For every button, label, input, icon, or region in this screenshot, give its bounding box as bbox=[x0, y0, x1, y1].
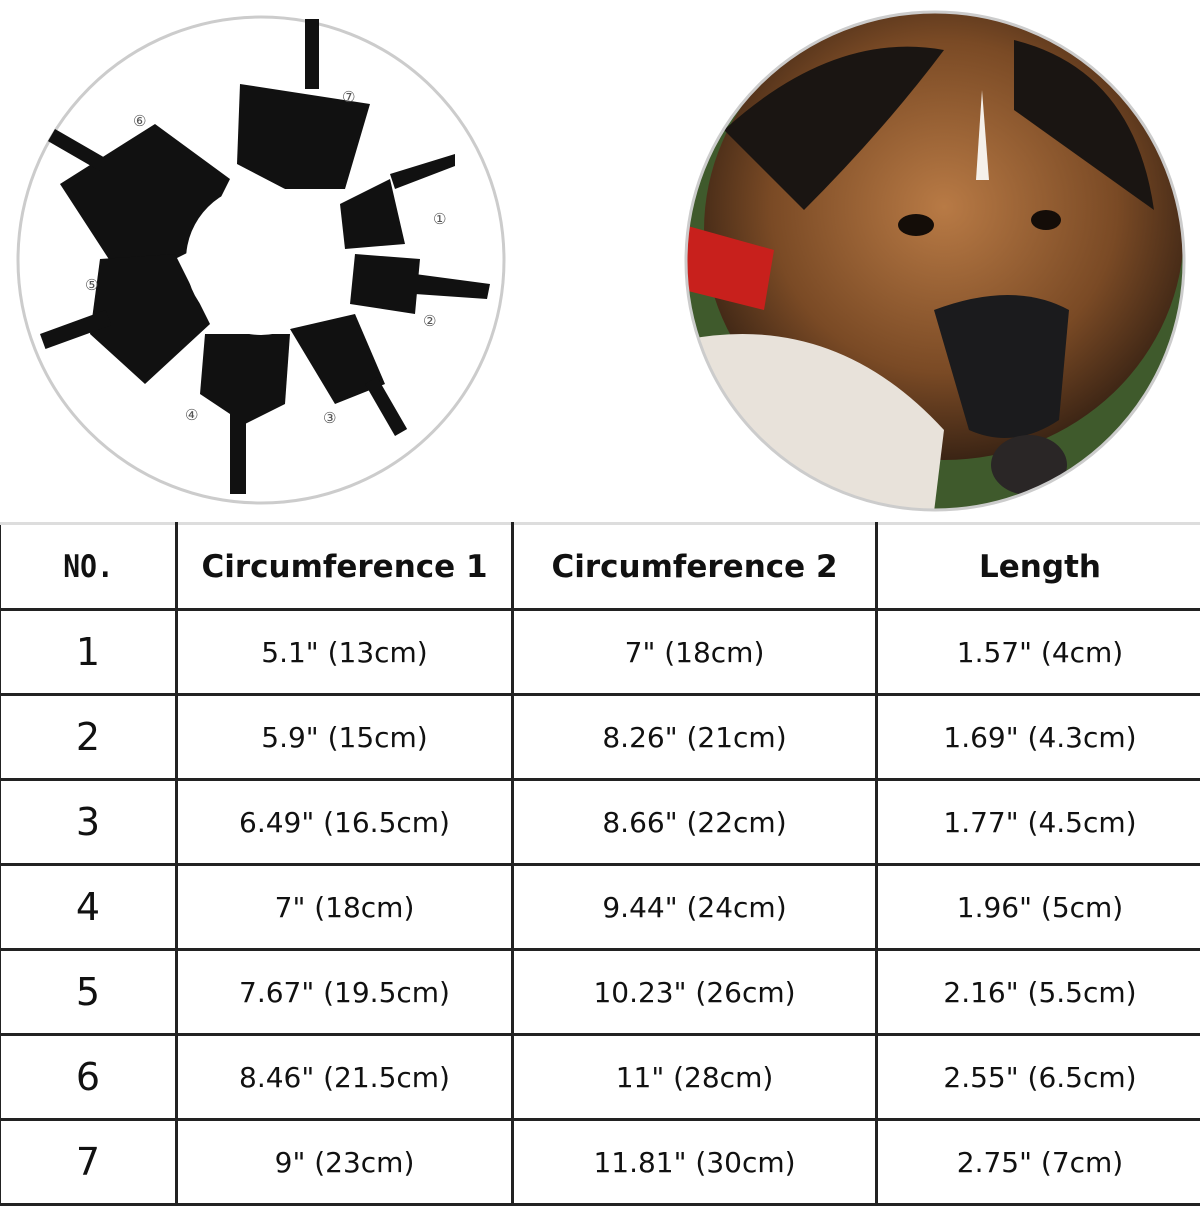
length-cell: 2.16" (5.5cm) bbox=[877, 950, 1200, 1035]
size-label-3: ③ bbox=[323, 409, 336, 427]
circumference-1-cell: 8.46" (21.5cm) bbox=[177, 1035, 513, 1120]
circumference-1-cell: 5.9" (15cm) bbox=[177, 695, 513, 780]
circumference-2-cell: 8.26" (21cm) bbox=[513, 695, 877, 780]
circumference-1-cell: 9" (23cm) bbox=[177, 1120, 513, 1205]
length-cell: 1.77" (4.5cm) bbox=[877, 780, 1200, 865]
size-label-7: ⑦ bbox=[342, 88, 355, 106]
size-number: 3 bbox=[0, 780, 177, 865]
length-cell: 2.55" (6.5cm) bbox=[877, 1035, 1200, 1120]
circumference-1-cell: 6.49" (16.5cm) bbox=[177, 780, 513, 865]
circumference-1-cell: 7" (18cm) bbox=[177, 865, 513, 950]
size-label-2: ② bbox=[423, 312, 436, 330]
header-circumference-2: Circumference 2 bbox=[513, 524, 877, 610]
length-cell: 1.69" (4.3cm) bbox=[877, 695, 1200, 780]
circumference-2-cell: 11" (28cm) bbox=[513, 1035, 877, 1120]
header-no: NO. bbox=[8, 524, 167, 610]
size-label-5: ⑤ bbox=[85, 276, 98, 294]
size-chart-table: NO. Circumference 1 Circumference 2 Leng… bbox=[0, 522, 1200, 1206]
size-label-1: ① bbox=[433, 210, 446, 228]
size-number: 1 bbox=[0, 610, 177, 695]
size-number: 6 bbox=[0, 1035, 177, 1120]
circumference-2-cell: 8.66" (22cm) bbox=[513, 780, 877, 865]
header-circumference-1: Circumference 1 bbox=[177, 524, 513, 610]
circumference-2-cell: 7" (18cm) bbox=[513, 610, 877, 695]
circumference-2-cell: 11.81" (30cm) bbox=[513, 1120, 877, 1205]
size-number: 5 bbox=[0, 950, 177, 1035]
dog-photo-illustration bbox=[684, 10, 1186, 512]
circumference-1-cell: 5.1" (13cm) bbox=[177, 610, 513, 695]
size-number: 4 bbox=[0, 865, 177, 950]
circumference-1-cell: 7.67" (19.5cm) bbox=[177, 950, 513, 1035]
dog-wearing-muzzle-photo bbox=[684, 10, 1186, 512]
length-cell: 1.96" (5cm) bbox=[877, 865, 1200, 950]
muzzle-set-illustration bbox=[15, 14, 507, 506]
length-cell: 2.75" (7cm) bbox=[877, 1120, 1200, 1205]
table-header-row: NO. Circumference 1 Circumference 2 Leng… bbox=[0, 524, 1200, 610]
size-number: 2 bbox=[0, 695, 177, 780]
circumference-2-cell: 9.44" (24cm) bbox=[513, 865, 877, 950]
length-cell: 1.57" (4cm) bbox=[877, 610, 1200, 695]
size-label-4: ④ bbox=[185, 406, 198, 424]
size-label-6: ⑥ bbox=[133, 112, 146, 130]
size-number: 7 bbox=[0, 1120, 177, 1205]
header-length: Length bbox=[877, 524, 1200, 610]
muzzle-sizes-photo: ① ② ③ ④ ⑤ ⑥ ⑦ bbox=[15, 14, 507, 506]
circumference-2-cell: 10.23" (26cm) bbox=[513, 950, 877, 1035]
